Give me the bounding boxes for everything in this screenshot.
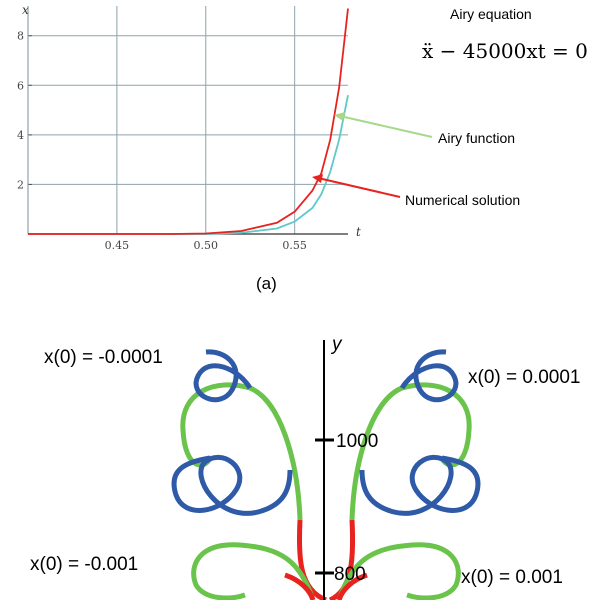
y-tick-label-800: 800 <box>334 564 366 585</box>
blue-curve-right-upper <box>399 349 459 403</box>
tick-labels: 0.45 0.50 0.55 2 4 6 8 <box>17 30 307 252</box>
label-x0-pos-large: x(0) = 0.001 <box>461 567 563 588</box>
blue-curve-right-lower <box>359 454 481 516</box>
x-tick-label: 0.45 <box>105 239 130 252</box>
y-tick-label: 6 <box>17 79 24 92</box>
red-curve-right-lower <box>336 572 368 600</box>
label-x0-neg-small: x(0) = -0.0001 <box>44 347 163 368</box>
panel-a: 0.45 0.50 0.55 2 4 6 8 x t Airy equation ẍ − 4… <box>17 3 588 293</box>
series-group <box>28 8 349 235</box>
green-curve-left-lower <box>191 542 316 600</box>
equation: ẍ − 45000xt = 0 <box>422 39 588 63</box>
airy-arrow <box>339 115 433 138</box>
y-tick-label: 2 <box>17 178 24 191</box>
numerical-arrow <box>317 177 401 198</box>
numerical-annotation: Numerical solution <box>405 192 520 208</box>
y-axis-label: y <box>330 334 343 355</box>
numerical-arrowhead <box>312 174 323 183</box>
panel-b: y 1000 800 x(0) = -0.0001 x(0) = 0.0001 … <box>30 334 581 600</box>
plot-area <box>28 6 348 234</box>
red-curve-left-lower <box>284 572 316 600</box>
green-curve-right-lower <box>336 542 461 600</box>
chart-title: Airy equation <box>450 6 532 22</box>
blue-curve-left-lower <box>171 454 293 516</box>
panel-label: (a) <box>256 274 277 293</box>
airy-annotation: Airy function <box>438 130 515 146</box>
y-tick-label: 4 <box>17 129 24 142</box>
y-tick-label-1000: 1000 <box>336 431 378 452</box>
y-tick-label: 8 <box>17 30 24 43</box>
airy-arrowhead <box>334 112 345 121</box>
x-tick-label: 0.50 <box>194 239 219 252</box>
red-curve-left <box>296 519 328 600</box>
numerical-solution-line <box>28 8 349 235</box>
label-x0-neg-large: x(0) = -0.001 <box>30 554 138 575</box>
label-x0-pos-small: x(0) = 0.0001 <box>468 367 581 388</box>
y-axis-label: x <box>22 3 29 17</box>
blue-curve-left-upper <box>193 349 253 403</box>
x-axis-label: t <box>356 225 361 239</box>
x-tick-label: 0.55 <box>282 239 307 252</box>
